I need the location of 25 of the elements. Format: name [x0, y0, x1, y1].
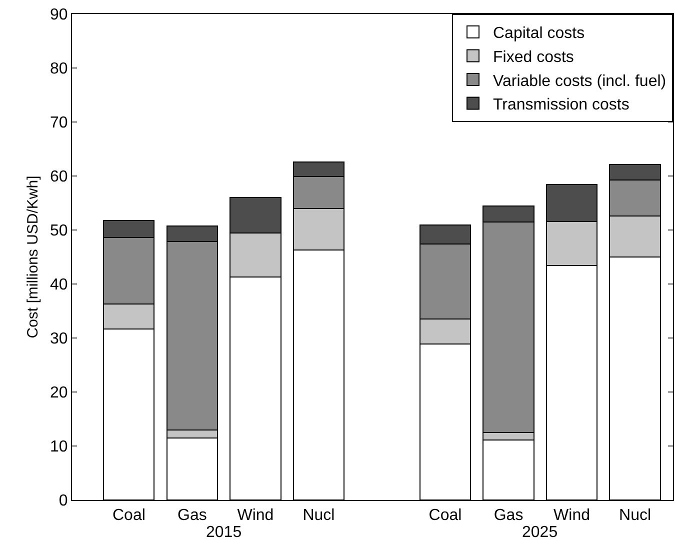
legend-label: Transmission costs — [493, 96, 630, 114]
y-tick-label: 20 — [50, 384, 68, 402]
x-tick-label: Coal — [428, 507, 462, 524]
x-tick-label: Wind — [237, 507, 274, 524]
x-tick-label: Gas — [494, 507, 524, 524]
y-tick-label: 70 — [50, 114, 68, 132]
legend-label: Fixed costs — [493, 48, 574, 66]
y-tick-label: 50 — [50, 222, 68, 240]
y-tick-label: 10 — [50, 438, 68, 456]
y-tick-label: 30 — [50, 330, 68, 348]
x-tick-label: Coal — [112, 507, 146, 524]
x-tick-label: Wind — [554, 507, 590, 524]
y-tick-label: 90 — [50, 6, 68, 24]
y-tick-label: 60 — [50, 168, 68, 186]
text: 2025 — [522, 524, 558, 541]
x-tick-label: Gas — [178, 507, 207, 524]
legend-label: Variable costs (incl. fuel) — [493, 72, 666, 90]
y-axis-title: Cost [millions USD/Kwh] — [24, 176, 42, 338]
text: 2015 — [206, 524, 242, 541]
y-tick-label: 40 — [50, 276, 68, 294]
x-tick-label: Nucl — [619, 507, 652, 524]
y-tick-label: 80 — [50, 60, 68, 78]
legend-label: Capital costs — [493, 25, 585, 42]
y-tick-label: 0 — [58, 492, 68, 510]
x-tick-label: Nucl — [302, 507, 335, 524]
